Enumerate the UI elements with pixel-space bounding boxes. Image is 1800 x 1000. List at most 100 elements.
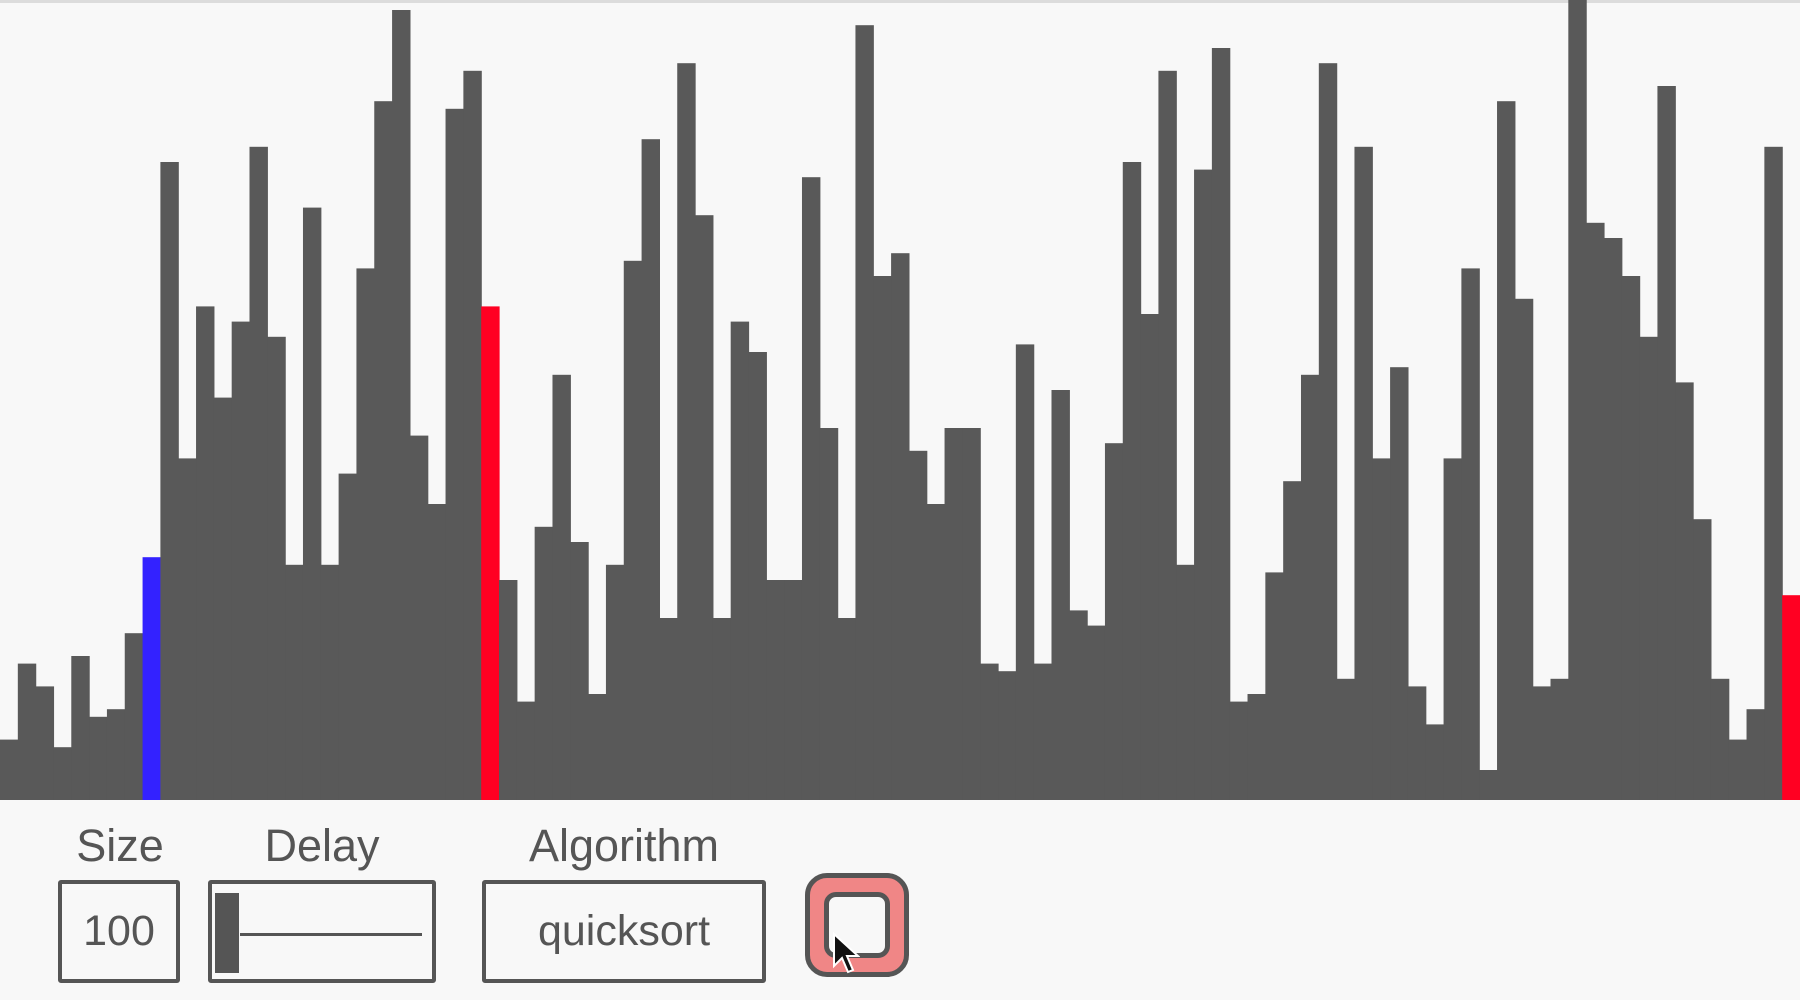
bar [1318, 63, 1338, 800]
bar [1015, 344, 1035, 800]
bar [891, 253, 910, 800]
size-label: Size [76, 820, 164, 871]
bar [605, 564, 625, 800]
bar [1051, 390, 1070, 800]
bar [837, 618, 857, 800]
bar [534, 526, 554, 800]
delay-slider-track [240, 933, 422, 936]
bar [819, 428, 839, 800]
bar [801, 177, 821, 800]
size-value: 100 [83, 907, 155, 955]
bar [1443, 458, 1462, 800]
bar [926, 504, 946, 800]
bar [1407, 686, 1427, 800]
bar [1104, 443, 1124, 800]
bar [695, 215, 714, 800]
bar [1514, 298, 1534, 800]
bar [392, 10, 411, 800]
bar [35, 686, 55, 800]
bar [570, 542, 589, 800]
bar [249, 146, 268, 800]
bar [1176, 564, 1195, 800]
bar [1087, 625, 1106, 800]
bar [1693, 519, 1712, 800]
bar [1158, 70, 1177, 800]
delay-slider-thumb[interactable] [215, 893, 239, 973]
bar [712, 618, 732, 800]
bar [89, 716, 108, 800]
bar [338, 473, 358, 800]
bar [1586, 222, 1605, 800]
bar [1069, 610, 1088, 800]
bar [516, 701, 536, 800]
bar [1550, 678, 1569, 800]
algorithm-value: quicksort [537, 907, 711, 955]
bar [160, 162, 179, 800]
sorting-bar-chart [0, 0, 1800, 800]
bar [267, 336, 286, 800]
bar [356, 268, 375, 800]
bar [1211, 48, 1231, 800]
bar [463, 70, 482, 800]
bar [1532, 686, 1552, 800]
controls-panel: Size Delay Algorithm [0, 800, 1800, 1000]
bar [873, 276, 892, 800]
bar [374, 101, 393, 800]
bar [944, 428, 963, 800]
bar [1390, 367, 1409, 800]
bar [1229, 701, 1249, 800]
bar [427, 504, 447, 800]
bar [1283, 481, 1302, 800]
bar [1603, 238, 1623, 800]
bar [641, 139, 660, 800]
bar [124, 633, 144, 800]
bar [1675, 382, 1694, 800]
bar [302, 207, 322, 800]
bar [53, 747, 72, 800]
bar [962, 428, 981, 800]
bar [552, 374, 571, 800]
bar [1657, 86, 1676, 800]
bar [1764, 146, 1783, 800]
bar [730, 321, 750, 800]
bar [409, 435, 429, 800]
size-input[interactable]: 100 [58, 880, 180, 983]
bar [1497, 101, 1516, 800]
bar-compare [481, 306, 500, 800]
bar [0, 739, 19, 800]
bar [588, 694, 607, 800]
bar [677, 63, 696, 800]
bar [1265, 572, 1284, 800]
delay-label: Delay [264, 820, 380, 871]
bar [1372, 458, 1391, 800]
bar [784, 580, 803, 800]
bar [17, 663, 37, 800]
bar [1033, 663, 1053, 800]
bar [106, 709, 126, 800]
bar [1247, 694, 1266, 800]
bar [998, 671, 1017, 800]
bar [1746, 709, 1765, 800]
bar [213, 397, 233, 800]
bar [1336, 678, 1356, 800]
bar [1568, 0, 1587, 800]
bar [1621, 276, 1641, 800]
bar-compare [1782, 595, 1800, 800]
bar [1194, 169, 1213, 800]
bar [659, 618, 678, 800]
bar [231, 321, 251, 800]
top-border [0, 0, 1800, 3]
bar [1479, 770, 1498, 800]
bar [1300, 374, 1320, 800]
algorithm-label: Algorithm [528, 820, 720, 871]
algorithm-select[interactable]: quicksort [482, 880, 766, 983]
bar [178, 458, 197, 800]
mouse-pointer-icon [833, 932, 860, 974]
bar [855, 25, 874, 800]
bar [623, 260, 643, 800]
bar [445, 108, 464, 800]
bar [748, 352, 767, 800]
delay-slider[interactable] [208, 880, 436, 983]
bar [1140, 314, 1160, 800]
bar [1728, 739, 1748, 800]
